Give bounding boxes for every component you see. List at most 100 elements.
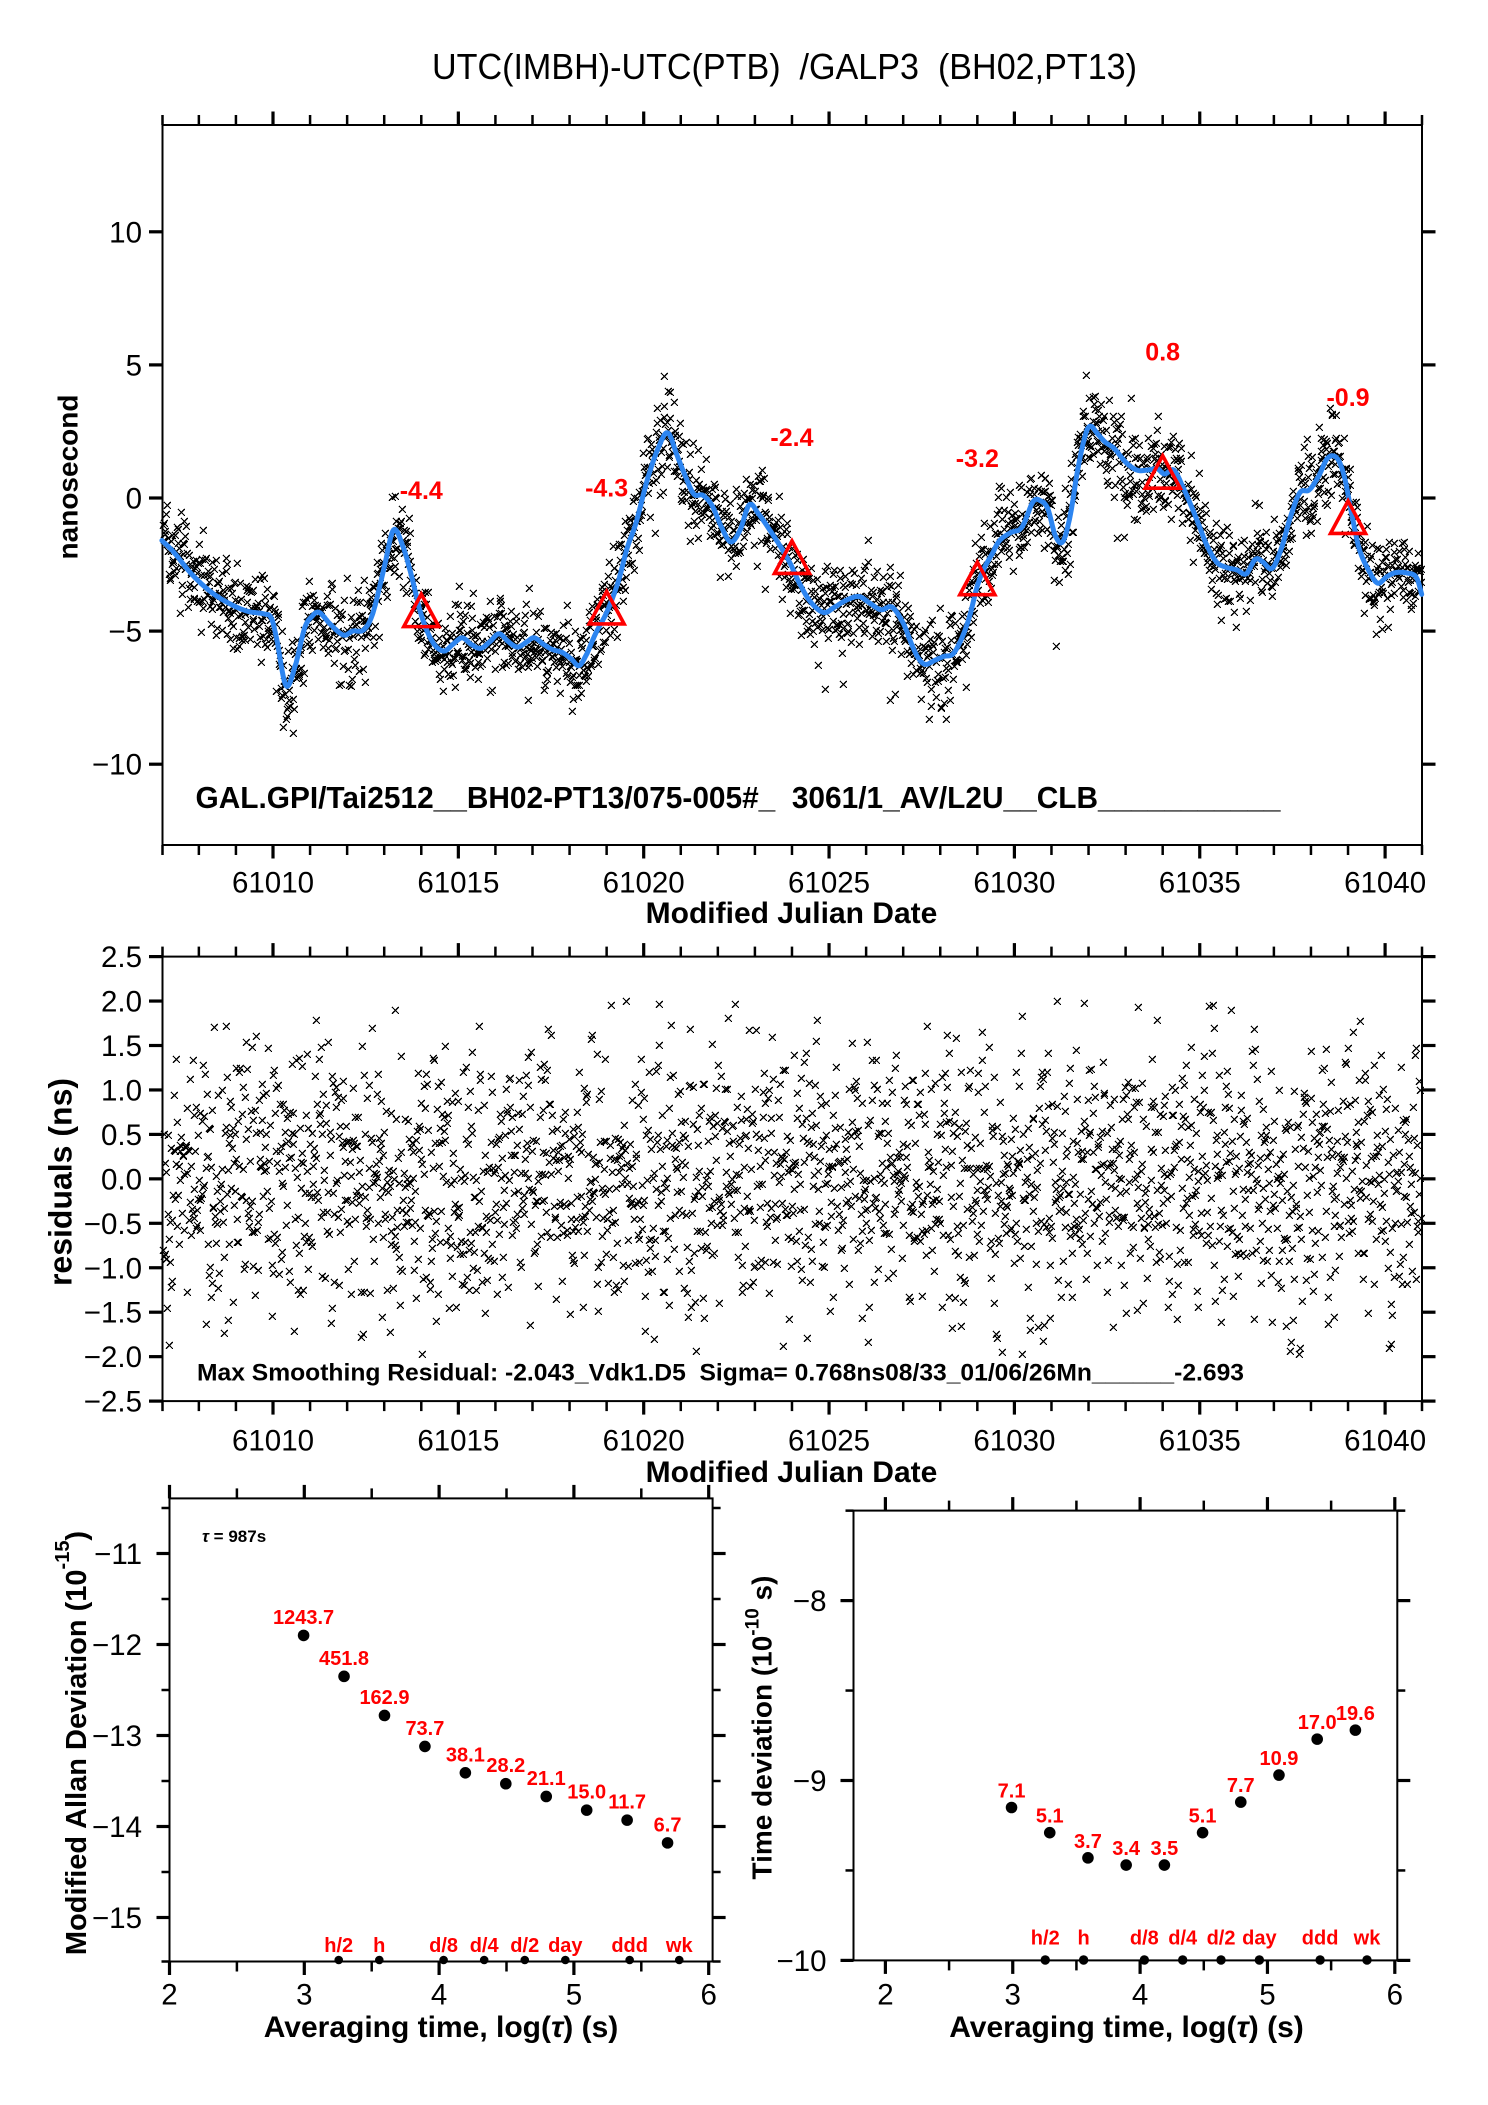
svg-text:−12: −12	[92, 1629, 142, 1662]
svg-text:−1.5: −1.5	[84, 1297, 142, 1330]
svg-text:Time deviation (10-10 s): Time deviation (10-10 s)	[743, 1576, 778, 1880]
svg-text:−11: −11	[94, 1538, 142, 1571]
svg-text:−9: −9	[793, 1765, 827, 1798]
svg-text:−2.5: −2.5	[84, 1386, 142, 1419]
svg-text:h/2: h/2	[1031, 1928, 1060, 1950]
svg-text:-4.4: -4.4	[400, 477, 443, 505]
svg-text:-2.4: -2.4	[770, 424, 813, 452]
svg-text:61010: 61010	[232, 1424, 314, 1457]
svg-text:d/2: d/2	[510, 1935, 539, 1957]
svg-text:19.6: 19.6	[1336, 1703, 1375, 1725]
svg-text:day: day	[1242, 1928, 1277, 1950]
svg-text:Modified Julian Date: Modified Julian Date	[646, 897, 938, 930]
svg-text:3: 3	[1005, 1979, 1021, 2012]
svg-text:0.5: 0.5	[101, 1119, 142, 1152]
svg-text:GAL.GPI/Tai2512__BH02-PT13/075: GAL.GPI/Tai2512__BH02-PT13/075-005#_ 306…	[196, 780, 1282, 815]
svg-text:61040: 61040	[1344, 1424, 1426, 1457]
svg-text:61035: 61035	[1159, 867, 1241, 900]
svg-text:−0.5: −0.5	[84, 1208, 142, 1241]
svg-text:d/8: d/8	[1130, 1928, 1159, 1950]
svg-text:wk: wk	[665, 1935, 694, 1957]
svg-text:61025: 61025	[788, 1424, 870, 1457]
svg-text:1243.7: 1243.7	[273, 1607, 334, 1629]
svg-text:61030: 61030	[973, 867, 1055, 900]
svg-text:6.7: 6.7	[654, 1814, 682, 1836]
svg-text:-0.9: -0.9	[1326, 384, 1369, 412]
svg-text:15.0: 15.0	[567, 1782, 606, 1804]
svg-text:61035: 61035	[1159, 1424, 1241, 1457]
svg-text:451.8: 451.8	[319, 1648, 369, 1670]
svg-text:21.1: 21.1	[527, 1768, 566, 1790]
svg-text:0.0: 0.0	[101, 1163, 142, 1196]
svg-text:-3.2: -3.2	[956, 445, 999, 473]
svg-text:−8: −8	[793, 1585, 827, 1618]
svg-text:10.9: 10.9	[1260, 1748, 1299, 1770]
svg-text:61015: 61015	[417, 867, 499, 900]
svg-text:−5: −5	[108, 616, 142, 649]
svg-text:Max Smoothing Residual: -2.043: Max Smoothing Residual: -2.043_Vdk1.D5 S…	[197, 1360, 1244, 1387]
svg-text:UTC(IMBH)-UTC(PTB) /GALP3 (B: UTC(IMBH)-UTC(PTB) /GALP3 (BH02,PT13)	[432, 46, 1137, 87]
svg-text:61025: 61025	[788, 867, 870, 900]
svg-text:−10: −10	[92, 749, 142, 782]
svg-text:2: 2	[877, 1979, 893, 2012]
svg-text:−15: −15	[92, 1902, 142, 1935]
svg-text:5.1: 5.1	[1036, 1806, 1064, 1828]
svg-text:1.0: 1.0	[101, 1074, 142, 1107]
svg-text:10: 10	[109, 216, 142, 249]
svg-text:7.1: 7.1	[998, 1780, 1026, 1802]
svg-text:h: h	[1077, 1928, 1089, 1950]
svg-text:61020: 61020	[603, 1424, 685, 1457]
svg-text:1.5: 1.5	[101, 1030, 142, 1063]
svg-text:0: 0	[126, 483, 142, 516]
svg-text:61010: 61010	[232, 867, 314, 900]
svg-text:−1.0: −1.0	[84, 1252, 142, 1285]
svg-text:Modified Julian Date: Modified Julian Date	[646, 1456, 938, 1489]
svg-text:7.7: 7.7	[1227, 1775, 1255, 1797]
svg-text:3.5: 3.5	[1150, 1838, 1178, 1860]
svg-text:61015: 61015	[417, 1424, 499, 1457]
svg-text:wk: wk	[1353, 1928, 1382, 1950]
svg-text:2: 2	[161, 1979, 177, 2012]
svg-text:162.9: 162.9	[359, 1687, 409, 1709]
svg-text:d/2: d/2	[1207, 1928, 1236, 1950]
svg-text:h: h	[373, 1935, 385, 1957]
svg-text:ddd: ddd	[611, 1935, 648, 1957]
svg-text:5: 5	[1259, 1979, 1275, 2012]
svg-text:d/8: d/8	[429, 1935, 458, 1957]
svg-text:61030: 61030	[973, 1424, 1055, 1457]
svg-text:nanosecond: nanosecond	[53, 395, 84, 560]
svg-text:ddd: ddd	[1302, 1928, 1339, 1950]
svg-text:-4.3: -4.3	[585, 474, 628, 502]
svg-text:6: 6	[1387, 1979, 1403, 2012]
svg-text:4: 4	[1132, 1979, 1148, 2012]
svg-text:61020: 61020	[603, 867, 685, 900]
svg-text:3: 3	[296, 1979, 312, 2012]
svg-text:17.0: 17.0	[1298, 1712, 1337, 1734]
svg-text:2.0: 2.0	[101, 986, 142, 1019]
svg-text:4: 4	[431, 1979, 447, 2012]
svg-text:5.1: 5.1	[1189, 1806, 1217, 1828]
svg-text:28.2: 28.2	[486, 1755, 525, 1777]
svg-text:6: 6	[700, 1979, 716, 2012]
svg-text:2.5: 2.5	[101, 941, 142, 974]
svg-text:Averaging time, log(τ) (s): Averaging time, log(τ) (s)	[264, 2011, 619, 2044]
svg-text:−14: −14	[92, 1811, 142, 1844]
svg-text:residuals (ns): residuals (ns)	[43, 1078, 79, 1286]
svg-text:3.7: 3.7	[1074, 1831, 1102, 1853]
svg-text:11.7: 11.7	[608, 1792, 646, 1814]
svg-text:d/4: d/4	[1168, 1928, 1198, 1950]
svg-text:61040: 61040	[1344, 867, 1426, 900]
svg-text:38.1: 38.1	[446, 1744, 485, 1766]
svg-text:day: day	[548, 1935, 583, 1957]
svg-text:5: 5	[126, 349, 142, 382]
svg-text:h/2: h/2	[324, 1935, 353, 1957]
svg-text:−2.0: −2.0	[84, 1341, 142, 1374]
svg-text:d/4: d/4	[470, 1935, 500, 1957]
svg-text:−13: −13	[92, 1720, 142, 1753]
svg-text:5: 5	[566, 1979, 582, 2012]
svg-text:τ = 987s: τ = 987s	[202, 1527, 266, 1546]
svg-text:Averaging time, log(τ) (s): Averaging time, log(τ) (s)	[949, 2011, 1304, 2044]
svg-text:0.8: 0.8	[1145, 339, 1180, 367]
svg-text:3.4: 3.4	[1112, 1838, 1141, 1860]
svg-text:73.7: 73.7	[405, 1718, 444, 1740]
